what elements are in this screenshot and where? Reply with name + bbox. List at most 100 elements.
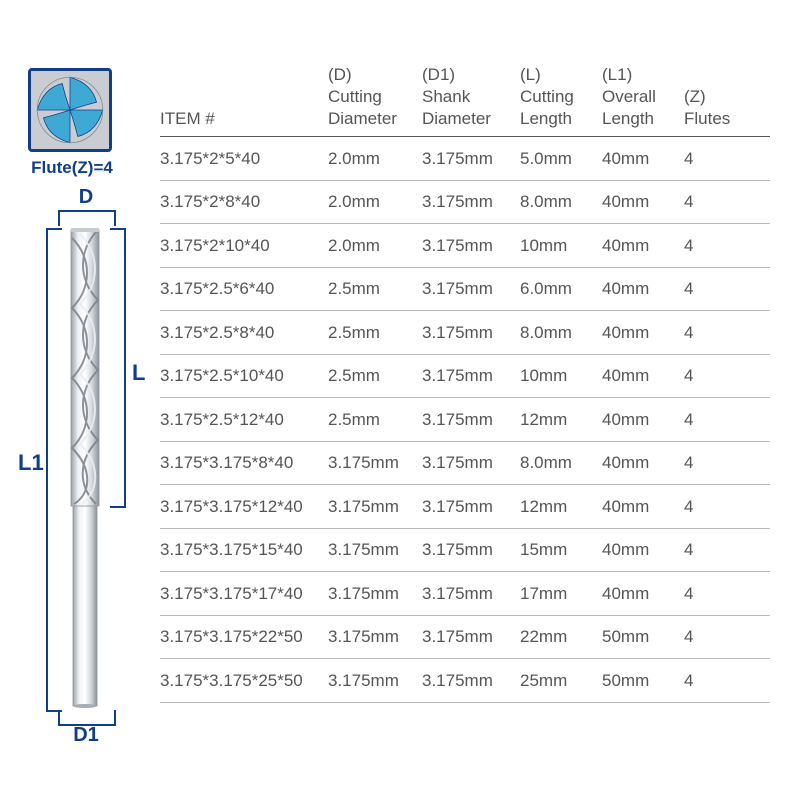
cell-d1: 3.175mm (422, 410, 520, 430)
table-row: 3.175*3.175*15*403.175mm3.175mm15mm40mm4 (160, 529, 770, 573)
cell-item: 3.175*2.5*12*40 (160, 410, 328, 430)
cell-l: 8.0mm (520, 453, 602, 473)
table-row: 3.175*2.5*12*402.5mm3.175mm12mm40mm4 (160, 398, 770, 442)
cell-d: 2.5mm (328, 323, 422, 343)
cell-z: 4 (684, 236, 744, 256)
table-row: 3.175*3.175*12*403.175mm3.175mm12mm40mm4 (160, 485, 770, 529)
cell-d: 2.5mm (328, 279, 422, 299)
cell-l: 10mm (520, 366, 602, 386)
flute-icon-svg (31, 71, 109, 149)
cell-l: 5.0mm (520, 149, 602, 169)
cell-l: 17mm (520, 584, 602, 604)
cell-z: 4 (684, 584, 744, 604)
cell-l1: 40mm (602, 323, 684, 343)
cell-l1: 40mm (602, 366, 684, 386)
cell-l1: 40mm (602, 453, 684, 473)
cell-item: 3.175*3.175*17*40 (160, 584, 328, 604)
cell-d: 3.175mm (328, 497, 422, 517)
cell-d1: 3.175mm (422, 192, 520, 212)
cell-d: 3.175mm (328, 627, 422, 647)
dimension-d-label: D (56, 186, 116, 209)
cell-l: 6.0mm (520, 279, 602, 299)
cell-z: 4 (684, 149, 744, 169)
cell-l: 15mm (520, 540, 602, 560)
cell-d1: 3.175mm (422, 497, 520, 517)
cell-z: 4 (684, 540, 744, 560)
cell-item: 3.175*2*10*40 (160, 236, 328, 256)
cell-item: 3.175*2*5*40 (160, 149, 328, 169)
cell-d: 2.0mm (328, 236, 422, 256)
cell-item: 3.175*3.175*15*40 (160, 540, 328, 560)
cell-l1: 50mm (602, 627, 684, 647)
cell-z: 4 (684, 497, 744, 517)
cell-d1: 3.175mm (422, 149, 520, 169)
table-row: 3.175*3.175*25*503.175mm3.175mm25mm50mm4 (160, 659, 770, 703)
spec-table: ITEM #(D)CuttingDiameter(D1)ShankDiamete… (160, 64, 770, 703)
cell-item: 3.175*3.175*22*50 (160, 627, 328, 647)
dimension-d1-label: D1 (56, 724, 116, 747)
cell-z: 4 (684, 279, 744, 299)
table-header-row: ITEM #(D)CuttingDiameter(D1)ShankDiamete… (160, 64, 770, 137)
cell-l: 10mm (520, 236, 602, 256)
cell-l: 22mm (520, 627, 602, 647)
dimension-d-bracket (58, 210, 116, 226)
dimension-l1-bracket (46, 228, 62, 712)
column-header-d: (D)CuttingDiameter (328, 64, 422, 130)
cell-l1: 40mm (602, 236, 684, 256)
table-row: 3.175*2.5*6*402.5mm3.175mm6.0mm40mm4 (160, 268, 770, 312)
cell-d: 2.0mm (328, 149, 422, 169)
cell-z: 4 (684, 366, 744, 386)
dimension-l-bracket (110, 228, 126, 508)
cell-l: 12mm (520, 410, 602, 430)
cell-item: 3.175*3.175*12*40 (160, 497, 328, 517)
cell-d: 3.175mm (328, 671, 422, 691)
cell-l: 25mm (520, 671, 602, 691)
cell-l1: 40mm (602, 497, 684, 517)
cell-item: 3.175*3.175*8*40 (160, 453, 328, 473)
table-row: 3.175*3.175*17*403.175mm3.175mm17mm40mm4 (160, 572, 770, 616)
column-header-l: (L)CuttingLength (520, 64, 602, 130)
column-header-l1: (L1)OverallLength (602, 64, 684, 130)
cell-d: 2.5mm (328, 410, 422, 430)
cell-z: 4 (684, 453, 744, 473)
cell-item: 3.175*2.5*8*40 (160, 323, 328, 343)
column-header-d1: (D1)ShankDiameter (422, 64, 520, 130)
cell-item: 3.175*2.5*6*40 (160, 279, 328, 299)
cell-d: 3.175mm (328, 453, 422, 473)
cell-d1: 3.175mm (422, 323, 520, 343)
cell-l1: 40mm (602, 540, 684, 560)
cell-item: 3.175*2*8*40 (160, 192, 328, 212)
table-row: 3.175*3.175*22*503.175mm3.175mm22mm50mm4 (160, 616, 770, 660)
cell-d1: 3.175mm (422, 584, 520, 604)
cell-l1: 40mm (602, 192, 684, 212)
cell-z: 4 (684, 192, 744, 212)
cell-item: 3.175*2.5*10*40 (160, 366, 328, 386)
cell-d: 3.175mm (328, 584, 422, 604)
cell-z: 4 (684, 627, 744, 647)
cell-l1: 40mm (602, 149, 684, 169)
column-header-z: (Z)Flutes (684, 86, 744, 130)
page: Flute(Z)=4 D L1 (0, 0, 800, 800)
dimension-l1-label: L1 (18, 450, 44, 476)
cell-l: 12mm (520, 497, 602, 517)
cell-d1: 3.175mm (422, 627, 520, 647)
cell-item: 3.175*3.175*25*50 (160, 671, 328, 691)
table-row: 3.175*2*5*402.0mm3.175mm5.0mm40mm4 (160, 137, 770, 181)
cell-l1: 40mm (602, 584, 684, 604)
cell-l1: 40mm (602, 410, 684, 430)
cell-d: 3.175mm (328, 540, 422, 560)
table-row: 3.175*2.5*8*402.5mm3.175mm8.0mm40mm4 (160, 311, 770, 355)
table-row: 3.175*2*10*402.0mm3.175mm10mm40mm4 (160, 224, 770, 268)
cell-l: 8.0mm (520, 323, 602, 343)
table-row: 3.175*3.175*8*403.175mm3.175mm8.0mm40mm4 (160, 442, 770, 486)
dimension-l-label: L (132, 360, 145, 386)
cell-d: 2.0mm (328, 192, 422, 212)
cell-z: 4 (684, 671, 744, 691)
table-row: 3.175*2.5*10*402.5mm3.175mm10mm40mm4 (160, 355, 770, 399)
endmill-illustration (66, 228, 104, 708)
cell-d1: 3.175mm (422, 236, 520, 256)
cell-z: 4 (684, 410, 744, 430)
column-header-item: ITEM # (160, 108, 328, 130)
cell-d1: 3.175mm (422, 453, 520, 473)
flute-count-label: Flute(Z)=4 (20, 158, 124, 178)
